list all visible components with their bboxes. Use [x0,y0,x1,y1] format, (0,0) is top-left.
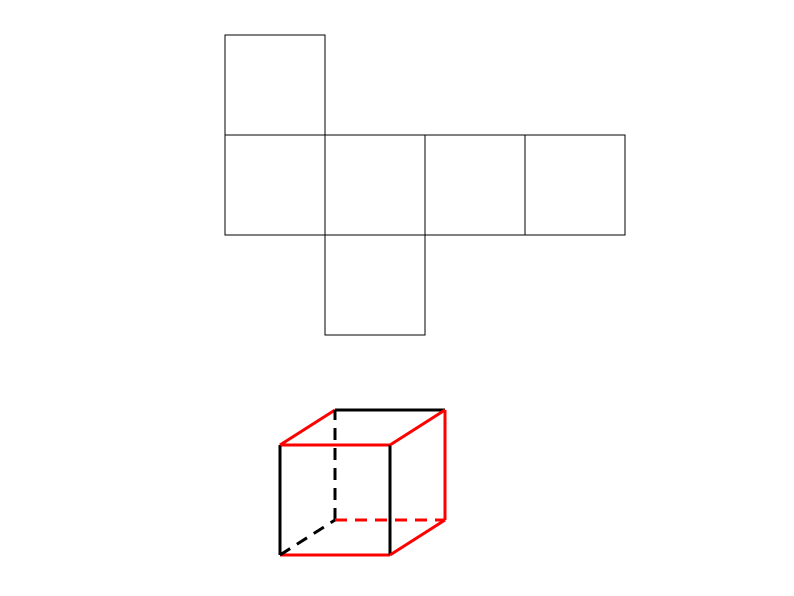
diagram-canvas [0,0,794,596]
